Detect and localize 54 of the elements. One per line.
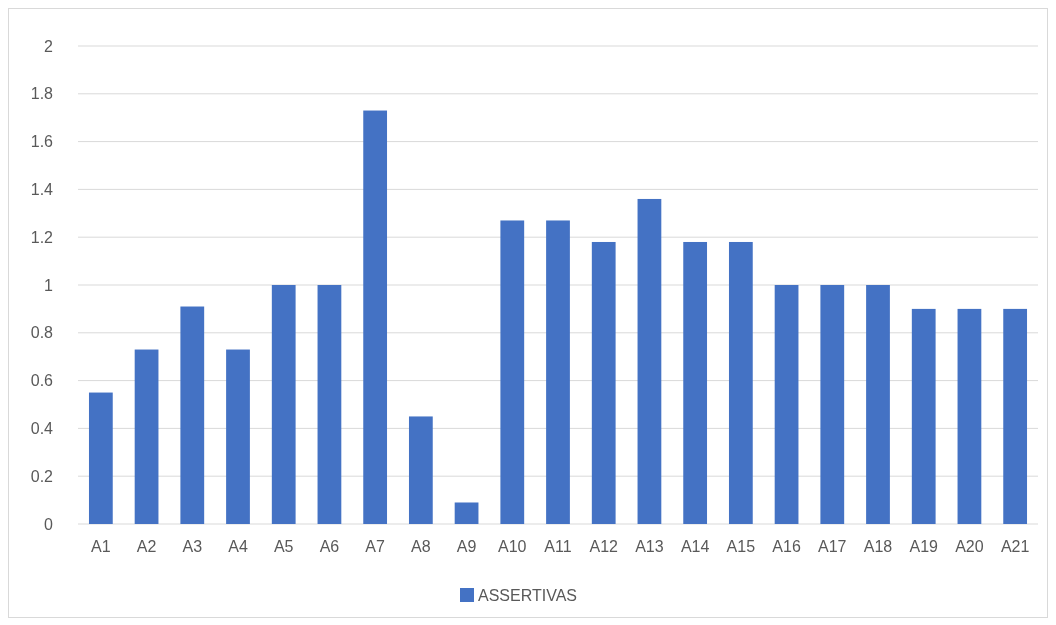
y-tick-label: 0.2 [30,467,54,485]
bar [454,502,479,524]
x-tick-label: A2 [136,538,157,555]
x-tick-label: A17 [818,538,847,555]
y-tick-label: 1.6 [30,133,54,151]
x-tick-label: A5 [273,538,294,555]
bar [957,308,982,524]
bar [1003,308,1028,524]
x-tick-label: A13 [635,538,664,555]
y-tick-label: 2 [44,37,54,55]
bar [546,220,570,524]
x-tick-label: A4 [228,538,248,555]
bar [637,198,662,524]
legend-label: ASSERTIVAS [478,586,577,604]
y-tick-label: 1.4 [30,181,54,198]
x-tick-label: A9 [456,538,477,555]
bar [866,285,890,524]
x-tick-label: A7 [365,538,386,555]
x-tick-label: A3 [182,538,203,555]
x-tick-label: A15 [726,538,756,555]
bar [591,241,616,524]
y-tick-label: 0.4 [30,420,54,437]
bar [88,392,113,524]
x-tick-label: A20 [955,538,984,555]
bar [180,306,205,524]
x-tick-label: A1 [91,538,111,555]
bar [774,285,799,524]
bar [820,285,845,524]
bar [500,220,525,524]
y-tick-label: 0.8 [30,324,54,342]
bar [728,241,753,524]
y-tick-label: 1 [44,276,54,294]
x-tick-label: A6 [319,538,340,555]
x-tick-label: A19 [909,538,939,555]
y-tick-label: 0 [44,515,54,533]
bar [317,285,342,524]
x-tick-label: A11 [544,538,572,555]
x-tick-label: A16 [772,538,801,555]
bar [911,308,936,524]
x-tick-label: A8 [411,538,431,555]
y-tick-label: 1.8 [30,85,54,103]
x-tick-label: A14 [680,538,710,555]
y-tick-label: 0.6 [30,372,54,390]
x-tick-label: A12 [589,538,619,555]
bar [683,241,708,524]
x-tick-label: A10 [498,538,527,555]
y-tick-label: 1.2 [30,228,54,246]
bar [134,349,159,524]
bar [408,416,433,524]
x-tick-label: A18 [863,538,893,555]
x-tick-label: A21 [1000,538,1030,555]
bar [363,110,388,524]
bar [226,349,250,524]
bar [271,285,296,524]
